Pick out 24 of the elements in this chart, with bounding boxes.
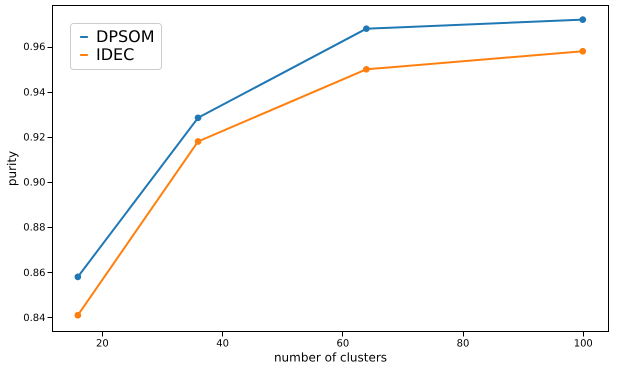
x-tick-label: 20 <box>96 338 109 350</box>
point <box>194 138 202 145</box>
y-tick-label: 0.92 <box>23 132 46 144</box>
legend-label: DPSOM <box>96 27 155 46</box>
point <box>194 114 202 122</box>
y-tick-label: 0.84 <box>23 312 46 324</box>
x-tick-label: 40 <box>216 338 229 350</box>
y-axis-title: purity <box>5 150 20 186</box>
point <box>74 312 82 319</box>
x-tick-label: 60 <box>336 338 350 350</box>
x-tick-label: 80 <box>456 338 470 350</box>
y-tick-label: 0.94 <box>23 87 46 98</box>
point <box>579 16 586 24</box>
y-tick-label: 0.90 <box>23 178 46 189</box>
x-axis-title: number of clusters <box>274 350 388 364</box>
point <box>363 25 370 32</box>
point <box>363 66 370 73</box>
legend-label: IDEC <box>96 45 134 64</box>
y-tick-label: 0.96 <box>23 42 46 54</box>
point <box>74 274 82 280</box>
point <box>579 48 586 55</box>
y-tick-label: 0.88 <box>23 222 46 234</box>
x-tick-label: 100 <box>574 338 593 350</box>
y-tick-label: 0.86 <box>23 268 46 279</box>
